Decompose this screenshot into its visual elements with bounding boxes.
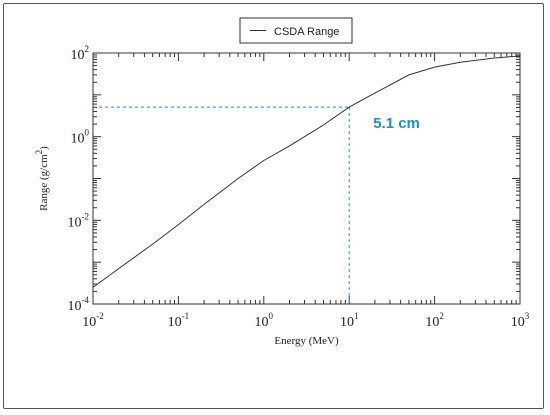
x-tick-label: 101 [340,311,359,330]
annotation-guides [93,106,350,304]
y-axis-title: Range (g/cm2) [34,146,50,211]
y-tick-label: 10-2 [68,211,90,230]
y-axis-title-sup: 2 [34,150,44,155]
y-tick-label: 10-4 [68,295,90,314]
x-tick-base: 10 [168,315,182,330]
y-tick-exp: 2 [85,44,90,54]
x-tick-exp: 3 [525,311,530,321]
x-tick-label: 100 [255,311,274,330]
x-tick-label: 102 [425,311,444,330]
y-tick-base: 10 [68,299,82,314]
annotation-label: 5.1 cm [373,115,420,132]
x-tick-label: 103 [511,311,530,330]
x-tick-label: 10-1 [168,311,190,330]
x-tick-exp: -2 [96,311,104,321]
legend: CSDA Range [239,17,353,44]
y-axis-title-tail: ) [38,146,50,150]
x-tick-exp: -1 [182,311,190,321]
x-tick-base: 10 [82,315,96,330]
figure-frame: 10-2 10-1 100 101 102 103 10-4 10-2 100 102 5.1 c… [3,3,544,409]
x-tick-exp: 0 [269,311,274,321]
y-tick-base: 10 [71,48,85,63]
y-tick-exp: -2 [82,211,90,221]
series-line-csda-range [92,55,521,288]
series-layer [92,55,521,288]
x-tick-base: 10 [511,315,525,330]
x-tick-exp: 1 [354,311,359,321]
x-tick-exp: 2 [439,311,444,321]
y-axis-title-base: Range (g/cm [38,154,50,211]
y-tick-base: 10 [71,132,85,147]
plot-area [92,52,521,305]
y-tick-exp: -4 [82,295,90,305]
legend-label: CSDA Range [274,26,339,38]
x-tick-label: 10-2 [82,311,104,330]
x-tick-base: 10 [340,315,354,330]
x-axis-title: Energy (MeV) [274,335,339,347]
y-tick-label: 102 [71,44,90,63]
y-tick-exp: 0 [85,128,90,138]
y-tick-base: 10 [68,215,82,230]
y-tick-label: 100 [71,128,90,147]
x-tick-base: 10 [255,315,269,330]
x-tick-base: 10 [425,315,439,330]
